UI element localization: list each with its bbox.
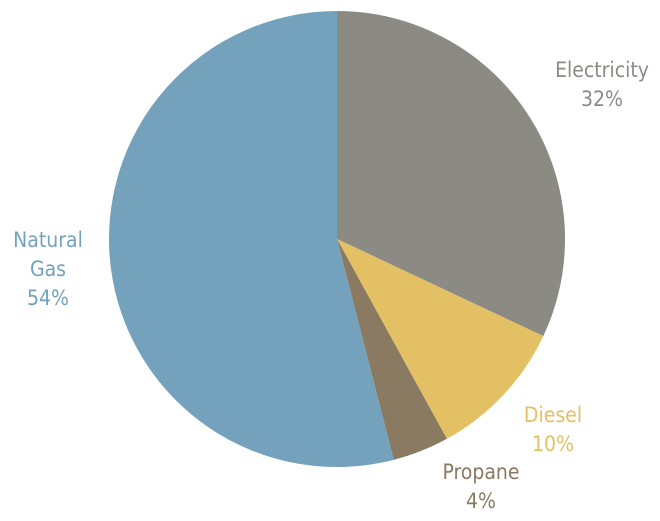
- slice-label-diesel: Diesel 10%: [524, 403, 582, 456]
- slice-label-natural-gas: Natural Gas 54%: [13, 228, 83, 310]
- slice-name-line: Natural: [13, 228, 83, 252]
- slice-percent: 32%: [581, 87, 623, 111]
- pie-slice-diesel: [337, 239, 544, 439]
- slice-percent: 4%: [466, 489, 496, 513]
- pie-slices: [109, 11, 566, 468]
- pie-slice-propane: [337, 239, 447, 460]
- pie-slice-natural-gas: [109, 11, 394, 468]
- slice-name-line: Gas: [30, 257, 66, 281]
- slice-name-line: Propane: [442, 460, 519, 484]
- pie-labels: Electricity 32% Diesel 10% Propane 4% Natural G…: [13, 58, 649, 513]
- slice-label-electricity: Electricity 32%: [555, 58, 649, 111]
- slice-percent: 10%: [532, 432, 574, 456]
- pie-slice-electricity: [337, 11, 566, 337]
- slice-percent: 54%: [27, 286, 69, 310]
- slice-label-propane: Propane 4%: [442, 460, 519, 513]
- slice-name-line: Electricity: [555, 58, 649, 82]
- slice-name-line: Diesel: [524, 403, 582, 427]
